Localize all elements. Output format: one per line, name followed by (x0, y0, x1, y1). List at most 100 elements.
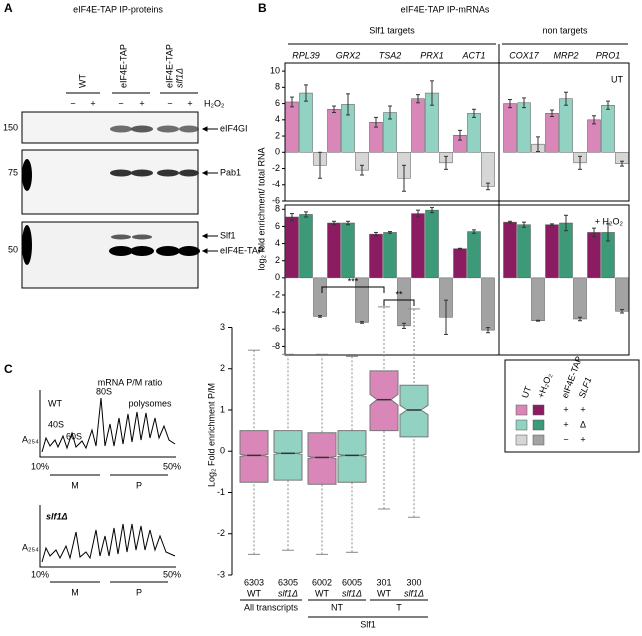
bar (341, 222, 355, 279)
bar (587, 119, 601, 153)
bar (545, 113, 559, 153)
bar (467, 113, 481, 153)
category-label: COX17 (509, 50, 540, 60)
fraction-brackets (50, 474, 168, 583)
y-tick-label: -8 (272, 341, 280, 351)
lane-label: WT (77, 74, 87, 88)
legend-swatch (532, 434, 545, 446)
y-tick-label: 0 (275, 272, 280, 282)
bar (601, 104, 615, 153)
count-label: 301 (376, 577, 391, 587)
group-label: Slf1 (360, 619, 376, 629)
significance-label: *** (348, 276, 359, 286)
bar (285, 101, 299, 153)
category-label: GRX2 (336, 50, 361, 60)
y-tick-label: 0 (220, 446, 225, 456)
legend-sign: + (563, 404, 568, 414)
legend-header: UT (520, 384, 534, 399)
legend-sign: + (563, 419, 568, 429)
y-tick-label: -2 (272, 289, 280, 299)
y-tick-label: 3 (220, 322, 225, 332)
strain-label: WT (48, 398, 62, 408)
group-label: Slf1 targets (369, 25, 415, 35)
y-tick-label: 10 (270, 65, 280, 75)
significance-bracket (383, 299, 415, 306)
panel-title: mRNA P/M ratio (98, 377, 163, 387)
count-label: 6005 (342, 577, 362, 587)
y-tick-label: -2 (272, 163, 280, 173)
box (307, 432, 337, 485)
plot-frame (284, 204, 630, 356)
y-tick-label: -2 (217, 528, 225, 538)
bar (327, 109, 341, 153)
bar (545, 224, 559, 279)
band-label: eIF4GI (220, 123, 248, 133)
bar (531, 277, 545, 321)
sign: − (118, 98, 123, 108)
y-tick-label: 8 (275, 82, 280, 92)
marker: 75 (8, 167, 18, 177)
count-label: 6305 (278, 577, 298, 587)
y-tick-label: -4 (272, 179, 280, 189)
category-label: WT (247, 588, 261, 598)
bar (587, 232, 601, 279)
bar (481, 152, 495, 187)
peak-label: 60S (66, 431, 82, 441)
category-label: RPL39 (292, 50, 320, 60)
panel-title: eIF4E-TAP IP-mRNAs (401, 4, 490, 14)
strain-label: slf1Δ (46, 511, 68, 521)
box (369, 370, 399, 432)
legend-sign: Δ (580, 419, 586, 429)
category-label: WT (377, 588, 391, 598)
box (239, 430, 269, 483)
fraction-label: M (71, 480, 79, 490)
y-tick-label: 2 (275, 255, 280, 265)
legend-swatch (532, 404, 545, 416)
gradient-label: 10% (31, 569, 49, 579)
bar (503, 221, 517, 279)
bar (481, 277, 495, 331)
bar (411, 213, 425, 279)
y-tick-label: 6 (275, 98, 280, 108)
significance-label: ** (395, 289, 403, 299)
y-tick-label: 2 (275, 130, 280, 140)
band-label: Slf1 (220, 230, 236, 240)
bar (411, 98, 425, 153)
sign: + (139, 98, 144, 108)
profile (41, 523, 176, 563)
band-label: Pab1 (220, 167, 241, 177)
bar (327, 222, 341, 279)
legend-swatch (515, 434, 528, 446)
group-label: NT (331, 602, 343, 612)
bar (299, 214, 313, 279)
sign: + (90, 98, 95, 108)
legend-swatch (532, 419, 545, 431)
group-label: T (396, 602, 402, 612)
panel-title: eIF4E-TAP IP-proteins (73, 4, 163, 14)
y-tick-label: -4 (272, 307, 280, 317)
y-axis-label: Log₂ Fold enrichment P/M (206, 383, 216, 487)
lane-label: eIF4E-TAP (118, 44, 128, 88)
bar (313, 277, 327, 317)
bar (397, 277, 411, 327)
bar (559, 222, 573, 279)
peak-label: 40S (48, 419, 64, 429)
legend-sign: − (563, 434, 568, 444)
box (273, 430, 303, 481)
y-tick-label: -6 (272, 324, 280, 334)
box (337, 430, 367, 483)
annotation: UT (611, 74, 623, 84)
panel-letter: C (4, 362, 13, 376)
y-tick-label: -6 (272, 195, 280, 205)
y-tick-label: 1 (220, 404, 225, 414)
fraction-label: P (136, 587, 142, 597)
annotation: + H₂O₂ (595, 216, 624, 226)
group-label: non targets (542, 25, 588, 35)
count-label: 6002 (312, 577, 332, 587)
category-label: WT (315, 588, 329, 598)
bar (573, 277, 587, 320)
profile-axes (39, 390, 176, 458)
y-tick-label: 6 (275, 221, 280, 231)
bar (285, 216, 299, 279)
